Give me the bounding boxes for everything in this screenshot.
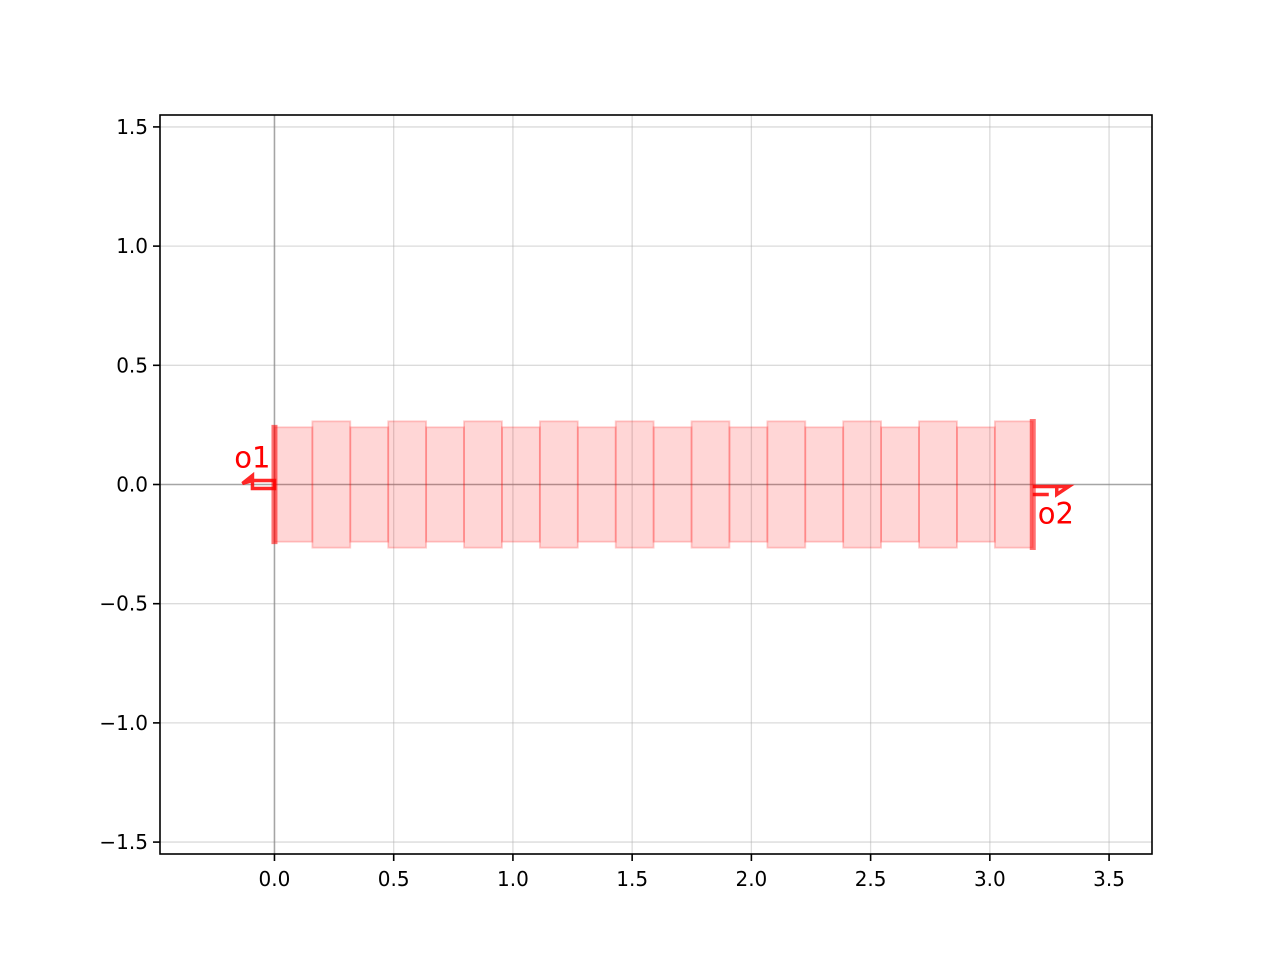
ports: o1 o2 <box>234 418 1075 551</box>
waveguide-segment <box>842 420 883 549</box>
waveguide-segment <box>576 426 617 543</box>
waveguide-segment <box>387 420 428 549</box>
port-o2-label: o2 <box>1038 497 1074 531</box>
x-tick-label: 2.0 <box>735 867 767 891</box>
waveguide-segment <box>690 420 731 549</box>
port-o2-arrow <box>1032 484 1075 498</box>
waveguide-segment <box>993 420 1034 549</box>
x-tick-label: 1.5 <box>616 867 648 891</box>
y-tick-label: −1.0 <box>99 711 148 735</box>
y-tick-label: 1.5 <box>116 115 148 139</box>
port-o1: o1 <box>234 424 278 545</box>
grid-lines <box>160 115 1152 854</box>
port-o2: o2 <box>1029 418 1075 551</box>
axis-ticks: 0.0 0.5 1.0 1.5 2.0 2.5 3.0 3.5 1.5 1.0 0.5 0.0 −0.5… <box>99 115 1125 891</box>
waveguide-segment <box>538 420 579 549</box>
x-tick-label: 3.0 <box>974 867 1006 891</box>
waveguide-segment <box>425 426 465 543</box>
port-o1-arrow <box>241 471 277 491</box>
port-o1-label: o1 <box>234 441 270 475</box>
x-tick-label: 3.5 <box>1093 867 1125 891</box>
waveguide-segment <box>956 426 996 543</box>
waveguide-segment <box>614 420 655 549</box>
waveguide-segment <box>766 420 807 549</box>
waveguide-segments <box>273 420 1034 549</box>
waveguide-segment <box>463 420 503 549</box>
waveguide-segment <box>880 426 920 543</box>
waveguide-segment <box>501 426 541 543</box>
x-tick-label: 0.5 <box>378 867 410 891</box>
y-tick-label: 0.0 <box>116 473 148 497</box>
waveguide-segment <box>728 426 769 543</box>
waveguide-segment <box>349 426 390 543</box>
waveguide-segment <box>311 420 352 549</box>
waveguide-segment <box>652 426 693 543</box>
waveguide-segment <box>273 426 314 543</box>
waveguide-segment <box>918 420 958 549</box>
y-tick-label: 0.5 <box>116 353 148 377</box>
y-tick-label: −1.5 <box>99 830 148 854</box>
y-tick-label: 1.0 <box>116 234 148 258</box>
x-tick-label: 2.5 <box>855 867 887 891</box>
x-tick-label: 0.0 <box>259 867 291 891</box>
y-tick-label: −0.5 <box>99 592 148 616</box>
waveguide-segment <box>804 426 845 543</box>
x-tick-label: 1.0 <box>497 867 529 891</box>
